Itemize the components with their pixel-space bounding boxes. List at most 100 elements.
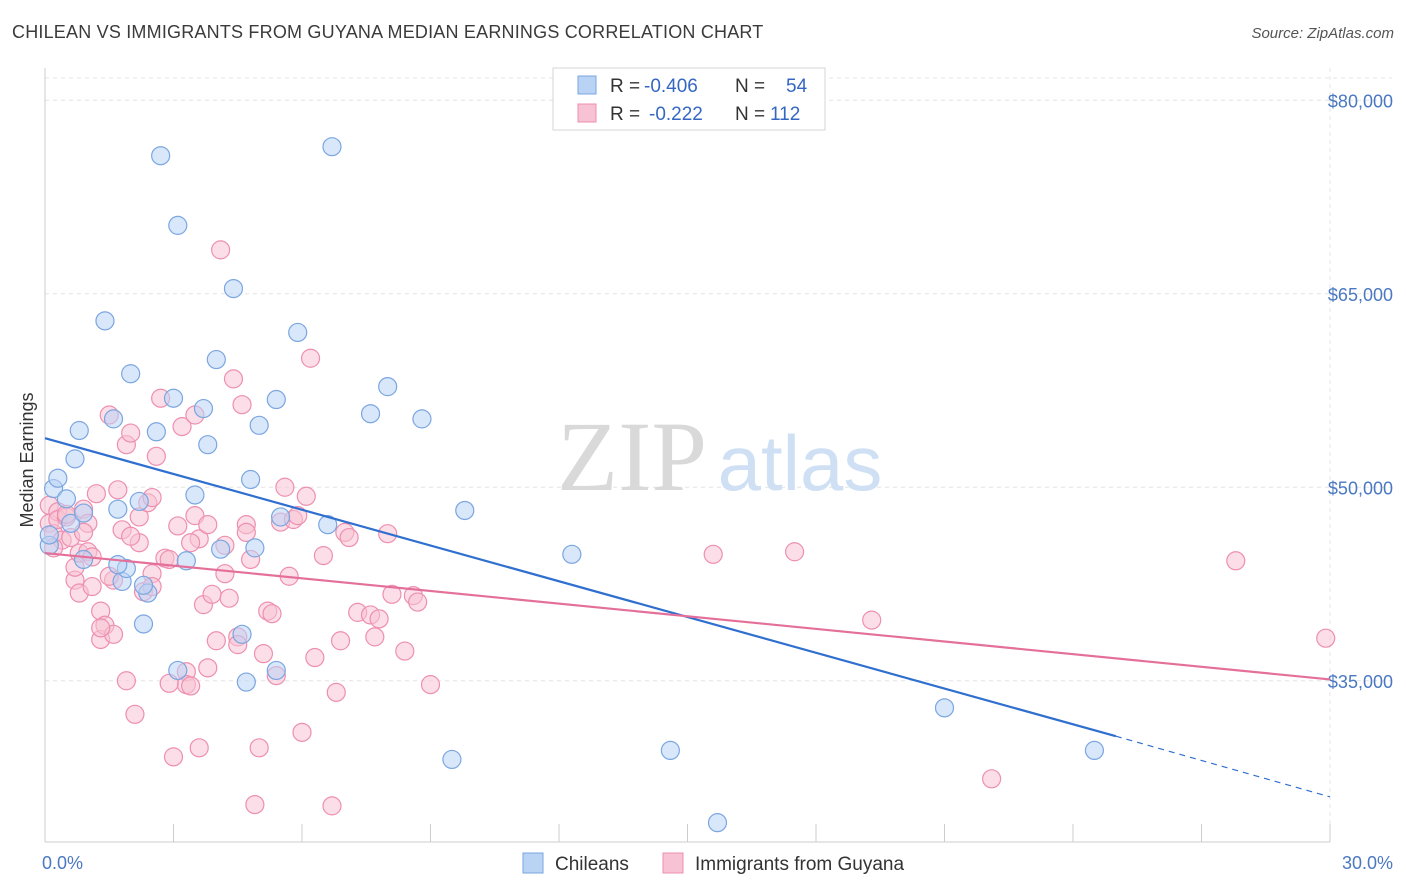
point-chileans-27 [198, 435, 218, 455]
point-guyana-78 [305, 647, 325, 668]
point-guyana-58 [223, 369, 244, 389]
point-chileans-29 [211, 539, 231, 559]
point-guyana-66 [253, 644, 274, 664]
point-chileans-52 [1084, 740, 1105, 761]
chart-title: CHILEAN VS IMMIGRANTS FROM GUYANA MEDIAN… [12, 22, 764, 42]
y-tick-label-3: $80,000 [1328, 91, 1393, 111]
point-guyana-24 [108, 480, 128, 500]
point-chileans-17 [133, 614, 154, 634]
point-chileans-46 [108, 555, 128, 575]
point-guyana-93 [408, 592, 428, 612]
y-tick-label-0: $35,000 [1328, 672, 1393, 692]
point-chileans-28 [206, 349, 226, 370]
legend-r-value-2: -0.222 [649, 104, 703, 125]
axes [44, 68, 1331, 843]
point-chileans-48 [562, 544, 582, 564]
legend-n-label-2: N = [735, 104, 765, 125]
point-chileans-43 [378, 377, 398, 397]
point-guyana-109 [121, 526, 141, 546]
legend-swatch-chileans [577, 75, 597, 95]
bottom-legend-label-chileans: Chileans [555, 854, 629, 875]
point-guyana-88 [369, 609, 389, 629]
point-guyana-101 [862, 610, 882, 630]
point-chileans-36 [266, 660, 286, 681]
point-guyana-75 [292, 722, 312, 742]
x-tick-label-0: 0.0% [42, 853, 83, 873]
point-chileans-26 [193, 398, 214, 419]
point-guyana-28 [121, 423, 141, 443]
legend-r-label-2: R = [610, 104, 640, 125]
point-chileans-19 [146, 422, 166, 442]
point-guyana-111 [181, 533, 201, 553]
point-chileans-30 [223, 278, 244, 299]
watermark-atlas: atlas [718, 419, 883, 507]
point-guyana-41 [168, 516, 188, 536]
point-guyana-48 [189, 738, 209, 758]
point-chileans-40 [318, 515, 338, 535]
y-axis-label: Median Earnings [17, 392, 37, 527]
point-guyana-42 [172, 417, 192, 437]
grid-lines [45, 68, 1392, 842]
point-guyana-36 [146, 446, 166, 466]
point-guyana-29 [125, 704, 145, 724]
legend-r-value-1: -0.406 [644, 76, 698, 97]
point-chileans-15 [121, 364, 141, 384]
point-chileans-16 [129, 491, 149, 512]
point-chileans-53 [442, 749, 462, 770]
point-chileans-44 [412, 409, 432, 429]
point-chileans-22 [168, 215, 188, 235]
point-guyana-50 [198, 515, 218, 535]
point-chileans-25 [185, 485, 205, 505]
legend-swatch-guyana [577, 103, 597, 123]
point-guyana-94 [420, 675, 441, 695]
point-guyana-71 [275, 477, 295, 497]
point-chileans-5 [61, 513, 81, 533]
bottom-legend-swatch-chileans [522, 852, 544, 874]
bottom-legend: Chileans Immigrants from Guyana [522, 852, 904, 875]
point-chileans-4 [56, 489, 77, 509]
point-chileans-45 [455, 500, 475, 521]
point-guyana-104 [1316, 628, 1336, 648]
point-guyana-53 [206, 631, 226, 651]
tick-labels: $35,000 $50,000 $65,000 $80,000 0.0% 30.0% [42, 91, 1393, 873]
legend-r-label-1: R = [610, 76, 640, 97]
point-guyana-64 [245, 794, 265, 815]
legend-n-label-1: N = [735, 76, 765, 97]
y-tick-label-2: $65,000 [1328, 285, 1393, 305]
point-guyana-76 [296, 486, 316, 506]
point-guyana-90 [382, 584, 402, 604]
point-chileans-35 [249, 415, 269, 435]
point-guyana-52 [202, 584, 222, 604]
series-guyana-points [39, 240, 1336, 816]
point-chileans-23 [168, 660, 188, 681]
series-chileans-points [39, 137, 1105, 833]
point-chileans-1 [39, 525, 59, 545]
point-guyana-87 [365, 627, 385, 647]
point-guyana-100 [784, 542, 805, 562]
point-guyana-91 [395, 641, 415, 661]
point-guyana-54 [211, 240, 231, 260]
point-chileans-9 [73, 549, 94, 570]
point-chileans-50 [707, 813, 728, 833]
point-chileans-12 [108, 499, 128, 519]
point-chileans-8 [73, 503, 94, 523]
point-chileans-31 [232, 624, 252, 644]
point-guyana-56 [215, 564, 235, 584]
trend-line-guyana [44, 551, 1331, 681]
point-chileans-38 [266, 389, 286, 410]
point-guyana-68 [262, 604, 282, 624]
point-guyana-81 [326, 682, 346, 702]
point-chileans-41 [322, 137, 342, 157]
point-guyana-27 [116, 671, 136, 691]
point-guyana-17 [86, 484, 107, 504]
point-chileans-33 [241, 469, 261, 490]
point-guyana-15 [82, 576, 102, 597]
point-guyana-95 [91, 618, 111, 638]
point-chileans-47 [133, 575, 154, 595]
point-guyana-51 [198, 658, 218, 678]
point-guyana-103 [1226, 551, 1246, 571]
point-guyana-99 [703, 544, 723, 564]
point-guyana-45 [181, 676, 201, 696]
point-chileans-10 [95, 311, 115, 331]
point-chileans-21 [163, 388, 184, 408]
